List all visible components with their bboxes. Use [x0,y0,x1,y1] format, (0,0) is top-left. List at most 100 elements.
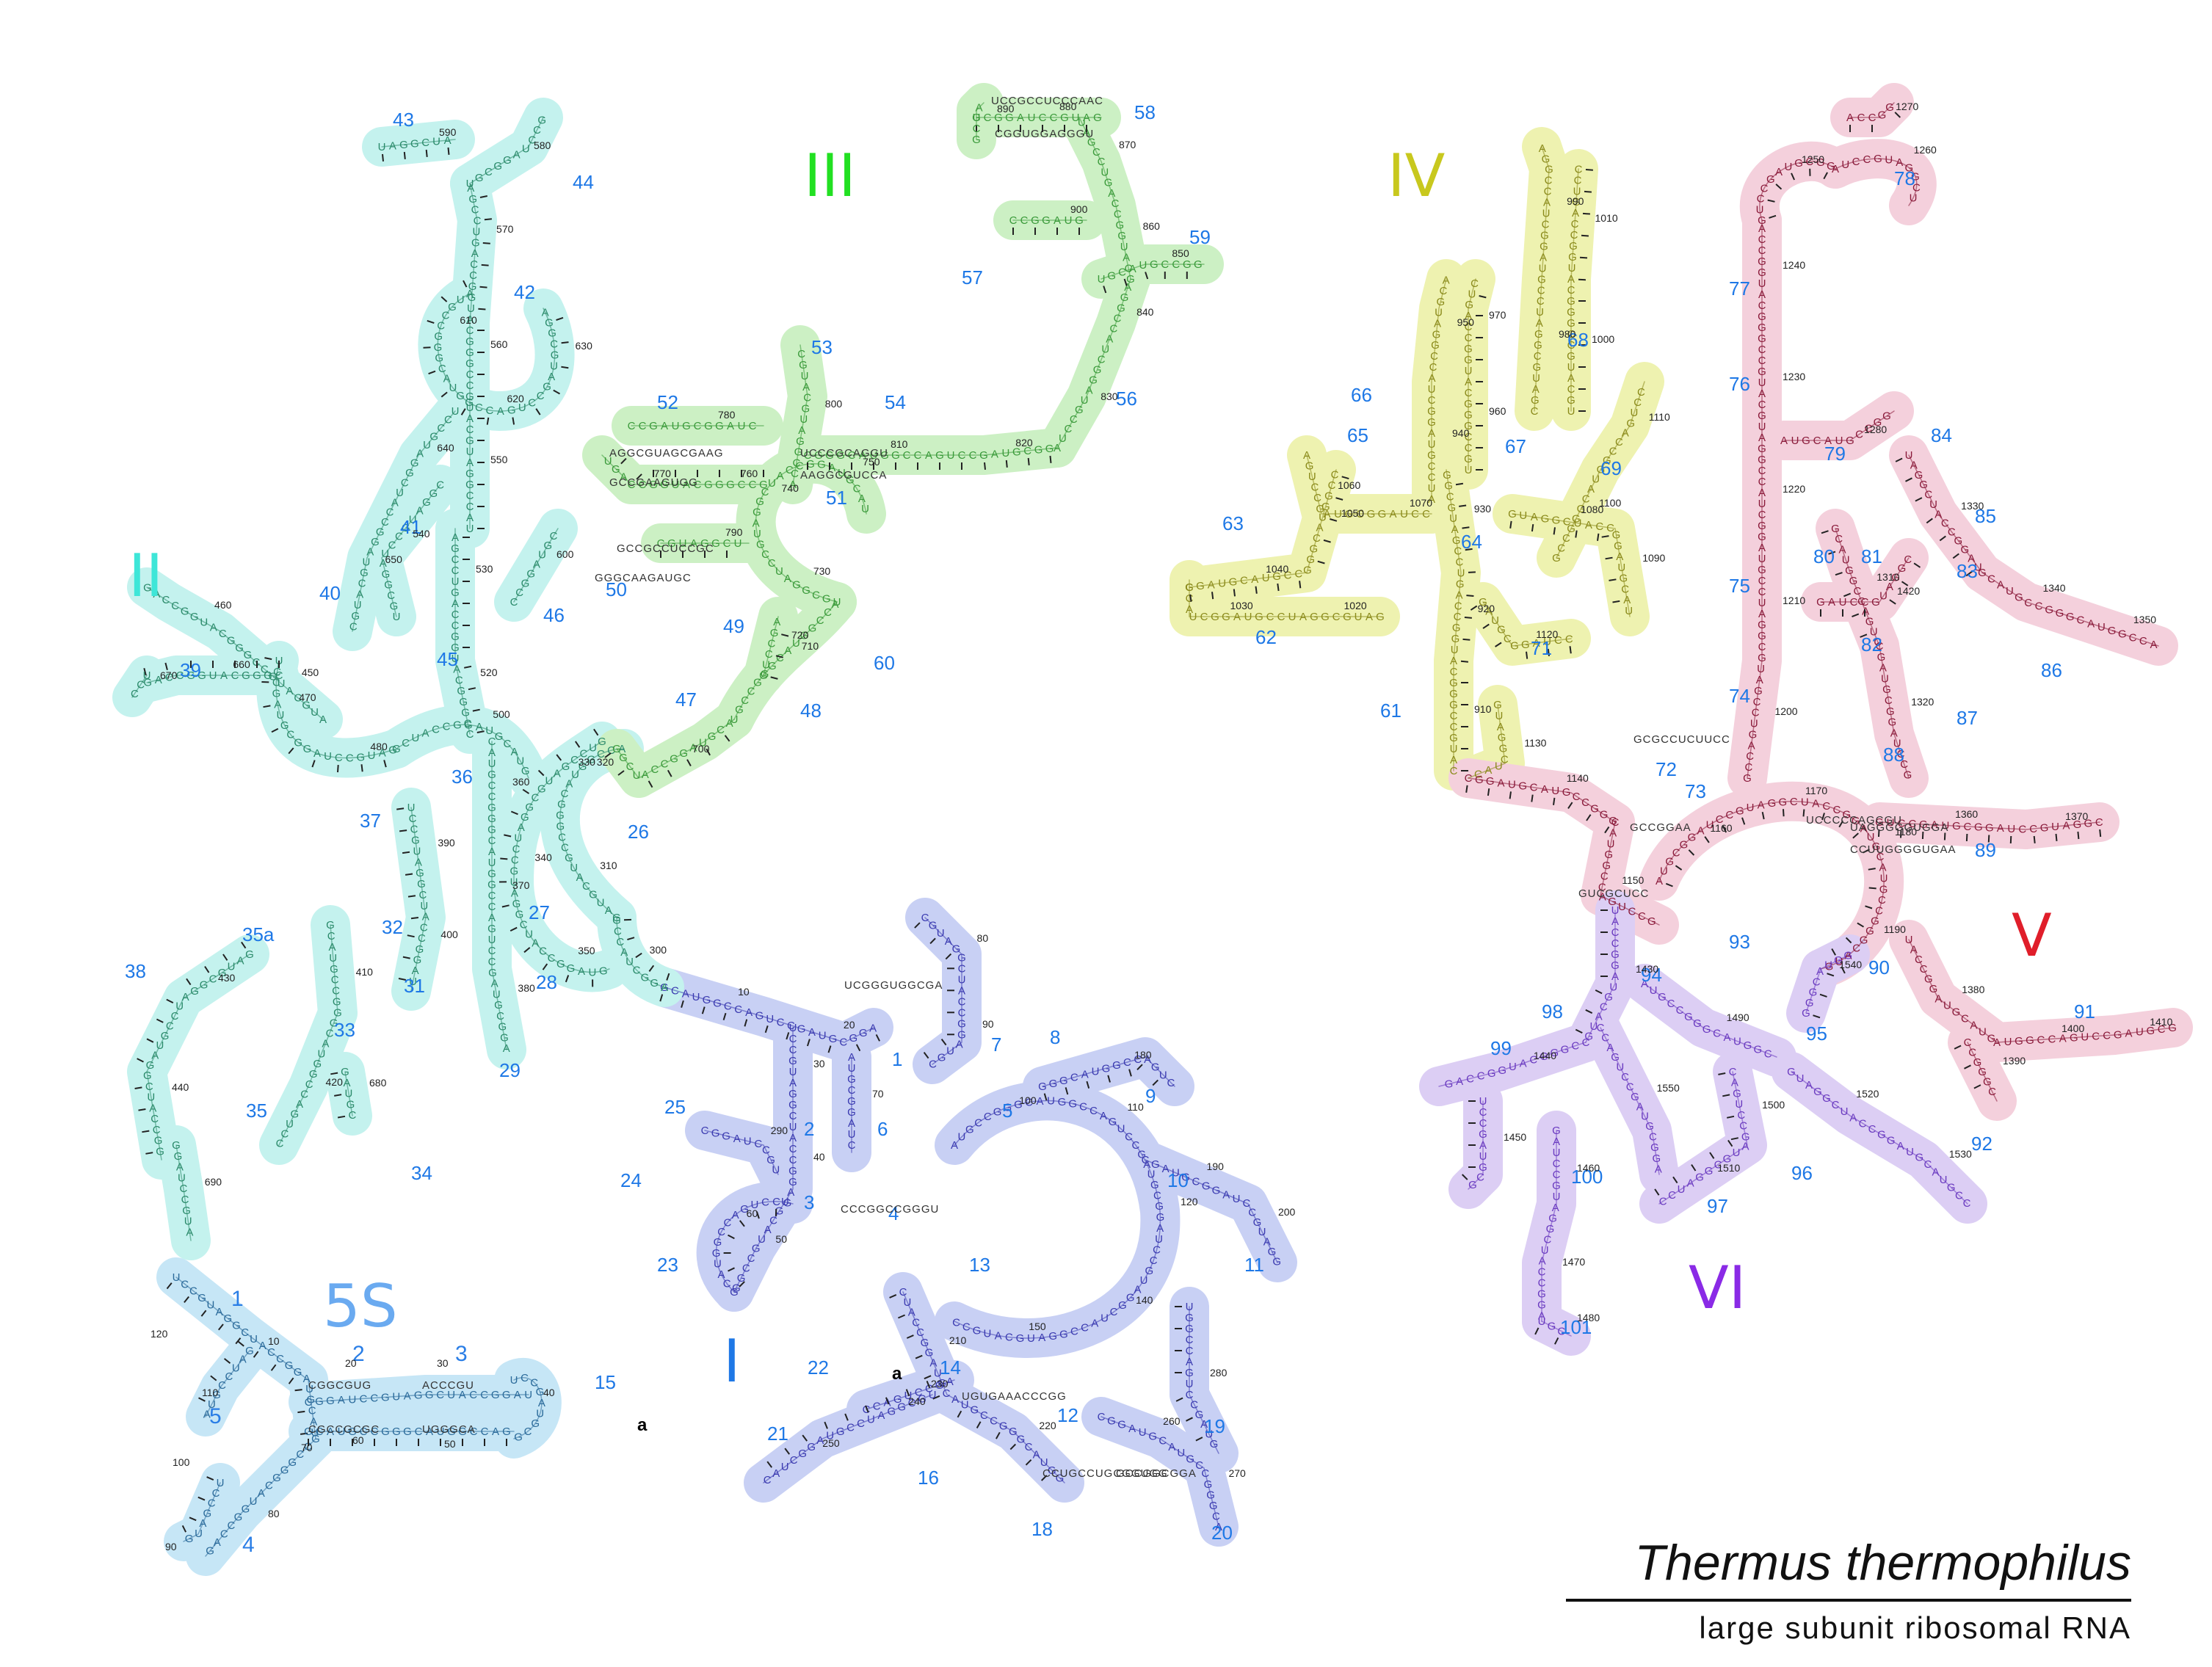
position-number-10: 10 [738,986,750,998]
svg-text:G: G [1464,409,1473,421]
svg-text:U: U [571,769,579,781]
svg-text:G: G [1112,1059,1121,1072]
svg-text:A: A [1623,594,1631,606]
svg-text:C: C [791,468,799,480]
svg-text:C: C [1609,445,1617,457]
svg-text:A: A [1572,207,1579,219]
svg-text:A: A [1741,1141,1749,1153]
svg-text:G: G [451,586,460,599]
svg-text:U: U [1139,259,1147,272]
svg-text:U: U [1943,999,1951,1012]
sequence-fragment: UCCGCCUCCCAAC [991,95,1104,107]
svg-text:A: A [186,1227,193,1239]
svg-text:G: G [650,977,659,989]
svg-text:U: U [750,1199,758,1211]
svg-text:G: G [392,743,401,755]
svg-text:C: C [294,692,302,705]
svg-text:U: U [493,988,501,1000]
svg-text:G: G [1874,153,1882,165]
svg-text:U: U [1573,185,1581,197]
svg-text:C: C [853,483,861,495]
svg-text:G: G [1758,652,1766,664]
helix-number-94: 94 [1641,964,1662,986]
svg-text:G: G [232,1320,241,1332]
svg-text:A: A [1186,1356,1193,1368]
svg-text:U: U [1906,1146,1914,1158]
svg-text:G: G [1427,405,1436,418]
helix-number-52: 52 [657,391,678,413]
svg-text:A: A [476,721,483,733]
svg-text:G: G [1107,1414,1116,1427]
position-number-1140: 1140 [1566,772,1589,785]
svg-text:G: G [154,1135,163,1147]
helix-number-35: 35 [246,1100,267,1122]
svg-text:C: C [1822,800,1830,813]
svg-text:C: C [1186,592,1194,605]
svg-text:C: C [1672,847,1680,860]
position-number-1120: 1120 [1536,628,1559,641]
svg-text:C: C [1813,976,1821,988]
svg-text:G: G [1464,398,1473,410]
svg-text:G: G [1449,677,1458,689]
svg-text:U: U [1758,421,1766,433]
svg-text:A: A [210,622,217,634]
position-number-100: 100 [1019,1094,1037,1106]
svg-text:C: C [1454,611,1462,623]
svg-text:U: U [762,658,770,671]
svg-text:U: U [946,1045,954,1058]
svg-text:G: G [612,912,621,924]
svg-text:G: G [212,1389,221,1401]
svg-text:C: C [420,921,428,934]
svg-text:G: G [1493,699,1502,711]
helix-number-75: 75 [1729,575,1750,597]
helix-number-71: 71 [1531,637,1552,659]
svg-text:A: A [389,140,396,153]
svg-text:G: G [1611,959,1620,972]
svg-text:C: C [387,589,395,602]
position-number-340: 340 [534,851,552,864]
position-number-350: 350 [578,945,595,957]
svg-text:G: G [1952,1006,1961,1018]
svg-text:A: A [745,1006,753,1019]
svg-text:G: G [1089,374,1098,386]
svg-text:C: C [1667,998,1675,1010]
position-number-660: 660 [233,658,250,670]
svg-text:G: G [1695,1171,1704,1183]
svg-text:C: C [1465,321,1473,333]
svg-text:C: C [616,936,624,948]
svg-text:G: G [235,642,244,654]
svg-text:C: C [265,1480,273,1492]
svg-text:U: U [324,750,332,763]
svg-text:G: G [197,1292,206,1304]
svg-text:A: A [488,846,496,858]
svg-text:G: G [1115,219,1124,232]
svg-text:G: G [1619,573,1628,585]
svg-text:A: A [488,747,496,759]
svg-text:G: G [223,1312,232,1325]
svg-text:C: C [548,952,556,965]
svg-text:G: G [1546,1223,1555,1235]
svg-text:C: C [381,516,389,529]
svg-text:G: G [464,719,473,732]
position-number-290: 290 [770,1125,788,1137]
position-number-200: 200 [1277,1205,1296,1218]
svg-text:A: A [1540,251,1547,264]
svg-text:U: U [447,1389,455,1401]
domain-label-5s: 5S [323,1272,398,1340]
svg-text:G: G [847,1073,856,1086]
svg-text:C: C [1542,218,1550,230]
svg-text:U: U [789,1066,797,1078]
svg-text:A: A [1085,384,1092,396]
svg-text:U: U [1159,1069,1167,1081]
svg-text:U: U [1120,241,1128,253]
svg-text:C: C [452,620,460,632]
svg-text:C: C [349,621,358,633]
helix-number-50: 50 [606,578,627,600]
position-number-800: 800 [824,398,843,410]
svg-text:C: C [769,1214,777,1227]
svg-text:C: C [597,748,605,760]
svg-text:A: A [548,371,555,383]
svg-text:G: G [825,449,834,462]
svg-text:A: A [1543,197,1551,209]
position-number-990: 990 [1567,195,1584,207]
